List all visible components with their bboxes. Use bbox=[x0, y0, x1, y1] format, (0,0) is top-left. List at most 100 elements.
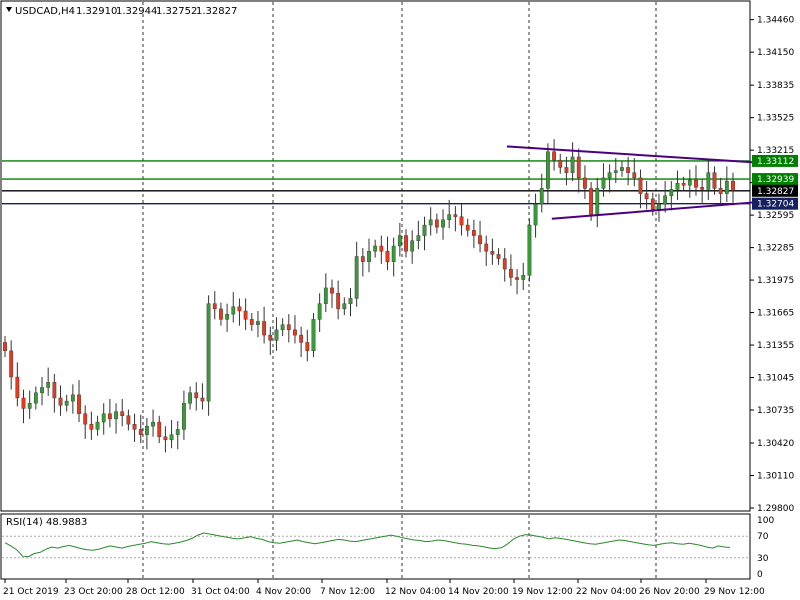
candle-body bbox=[175, 429, 180, 435]
candle-body bbox=[515, 277, 519, 280]
y-tick-label: 1.30420 bbox=[757, 439, 794, 449]
candle-body bbox=[385, 251, 390, 262]
candle-body bbox=[212, 303, 217, 310]
candle-body bbox=[305, 342, 310, 352]
candle-body bbox=[527, 224, 532, 276]
candle-body bbox=[206, 303, 211, 402]
x-tick-label: 12 Nov 04:00 bbox=[385, 587, 446, 597]
candle-body bbox=[416, 235, 421, 241]
candle-body bbox=[311, 319, 316, 352]
candle-body bbox=[299, 334, 304, 343]
candle-body bbox=[360, 256, 365, 262]
candle-body bbox=[447, 214, 452, 221]
candle-body bbox=[367, 251, 371, 262]
candle-body bbox=[607, 172, 612, 179]
candle-body bbox=[237, 306, 242, 312]
candle-body bbox=[293, 329, 297, 336]
x-tick-label: 28 Oct 12:00 bbox=[126, 587, 185, 597]
candle-body bbox=[354, 256, 359, 299]
y-tick-label: 1.31665 bbox=[757, 309, 794, 319]
y-tick-label: 1.31355 bbox=[757, 341, 794, 351]
candle-body bbox=[89, 423, 94, 430]
candle-body bbox=[509, 268, 513, 278]
y-tick-label: 1.34460 bbox=[757, 16, 794, 26]
y-tick-label: 1.33835 bbox=[757, 81, 794, 91]
x-tick-label: 26 Nov 20:00 bbox=[639, 587, 700, 597]
time-axis: 21 Oct 2019 23 Oct 20:00 28 Oct 12:00 31 Oc… bbox=[3, 579, 765, 597]
candle-body bbox=[502, 258, 507, 270]
candle-body bbox=[595, 188, 600, 215]
candle-body bbox=[428, 219, 433, 226]
candle-body bbox=[15, 376, 20, 399]
x-tick-label: 29 Nov 12:00 bbox=[704, 587, 765, 597]
y-tick-label: 1.34150 bbox=[757, 48, 794, 58]
y-tick-label: 1.32595 bbox=[757, 211, 794, 221]
trendline[interactable] bbox=[506, 145, 763, 164]
rsi-tick-label: 100 bbox=[757, 516, 774, 526]
rsi-tick-label: 0 bbox=[757, 570, 763, 580]
candle-body bbox=[650, 198, 655, 210]
candle-body bbox=[58, 397, 63, 406]
candle-body bbox=[718, 188, 723, 194]
main-pane bbox=[0, 0, 751, 512]
rsi-pane bbox=[0, 513, 751, 580]
candle-body bbox=[3, 342, 7, 352]
price-tag-label: 1.33112 bbox=[757, 157, 794, 167]
candle-body bbox=[107, 413, 112, 420]
chevron-down-icon bbox=[6, 7, 12, 12]
price-tag-label: 1.32939 bbox=[757, 175, 794, 185]
candle-body bbox=[101, 413, 106, 423]
candle-body bbox=[317, 303, 322, 320]
y-tick-label: 1.30735 bbox=[757, 406, 794, 416]
candle-body bbox=[219, 308, 223, 320]
candle-body bbox=[70, 394, 75, 402]
candle-body bbox=[373, 245, 378, 252]
candle-body bbox=[564, 167, 569, 173]
candle-body bbox=[391, 245, 396, 262]
x-tick-label: 14 Nov 20:00 bbox=[448, 587, 509, 597]
candle-body bbox=[21, 397, 26, 409]
y-tick-label: 1.29800 bbox=[757, 504, 794, 514]
price-tag-label: 1.32704 bbox=[757, 200, 794, 210]
horizontal-levels bbox=[2, 160, 750, 205]
candle-body bbox=[496, 254, 501, 259]
trendline[interactable] bbox=[551, 200, 763, 220]
candle-body bbox=[114, 411, 118, 420]
candle-body bbox=[712, 172, 717, 189]
candle-body bbox=[434, 219, 439, 228]
candle-body bbox=[620, 167, 624, 171]
x-tick-label: 23 Oct 20:00 bbox=[64, 587, 123, 597]
header-open: 1.32910 bbox=[76, 6, 117, 17]
candle-body bbox=[280, 324, 285, 331]
candle-body bbox=[40, 387, 44, 393]
candle-body bbox=[77, 394, 81, 414]
candle-body bbox=[663, 195, 668, 205]
candle-body bbox=[601, 177, 606, 189]
y-tick-label: 1.30110 bbox=[757, 472, 794, 482]
candle-body bbox=[583, 177, 587, 189]
candle-body bbox=[274, 329, 279, 341]
candle-body bbox=[83, 413, 88, 425]
candle-body bbox=[169, 434, 174, 441]
candle-body bbox=[243, 310, 248, 320]
header-close: 1.32827 bbox=[196, 6, 237, 17]
header-low: 1.32752 bbox=[156, 6, 197, 17]
candle-body bbox=[632, 172, 637, 179]
candle-body bbox=[644, 193, 649, 200]
rsi-line: 100 70 30 0 bbox=[2, 516, 774, 580]
candle-body bbox=[330, 287, 334, 294]
candle-body bbox=[286, 324, 291, 331]
candle-body bbox=[638, 177, 643, 194]
candle-body bbox=[490, 251, 495, 255]
candle-body bbox=[613, 170, 618, 173]
candle-body bbox=[681, 182, 686, 186]
x-tick-label: 19 Nov 12:00 bbox=[512, 587, 573, 597]
candle-body bbox=[484, 243, 489, 252]
candle-body bbox=[724, 180, 729, 194]
candle-body bbox=[465, 224, 470, 231]
candle-body bbox=[231, 306, 236, 315]
candle-body bbox=[379, 245, 384, 252]
candle-body bbox=[256, 321, 260, 325]
